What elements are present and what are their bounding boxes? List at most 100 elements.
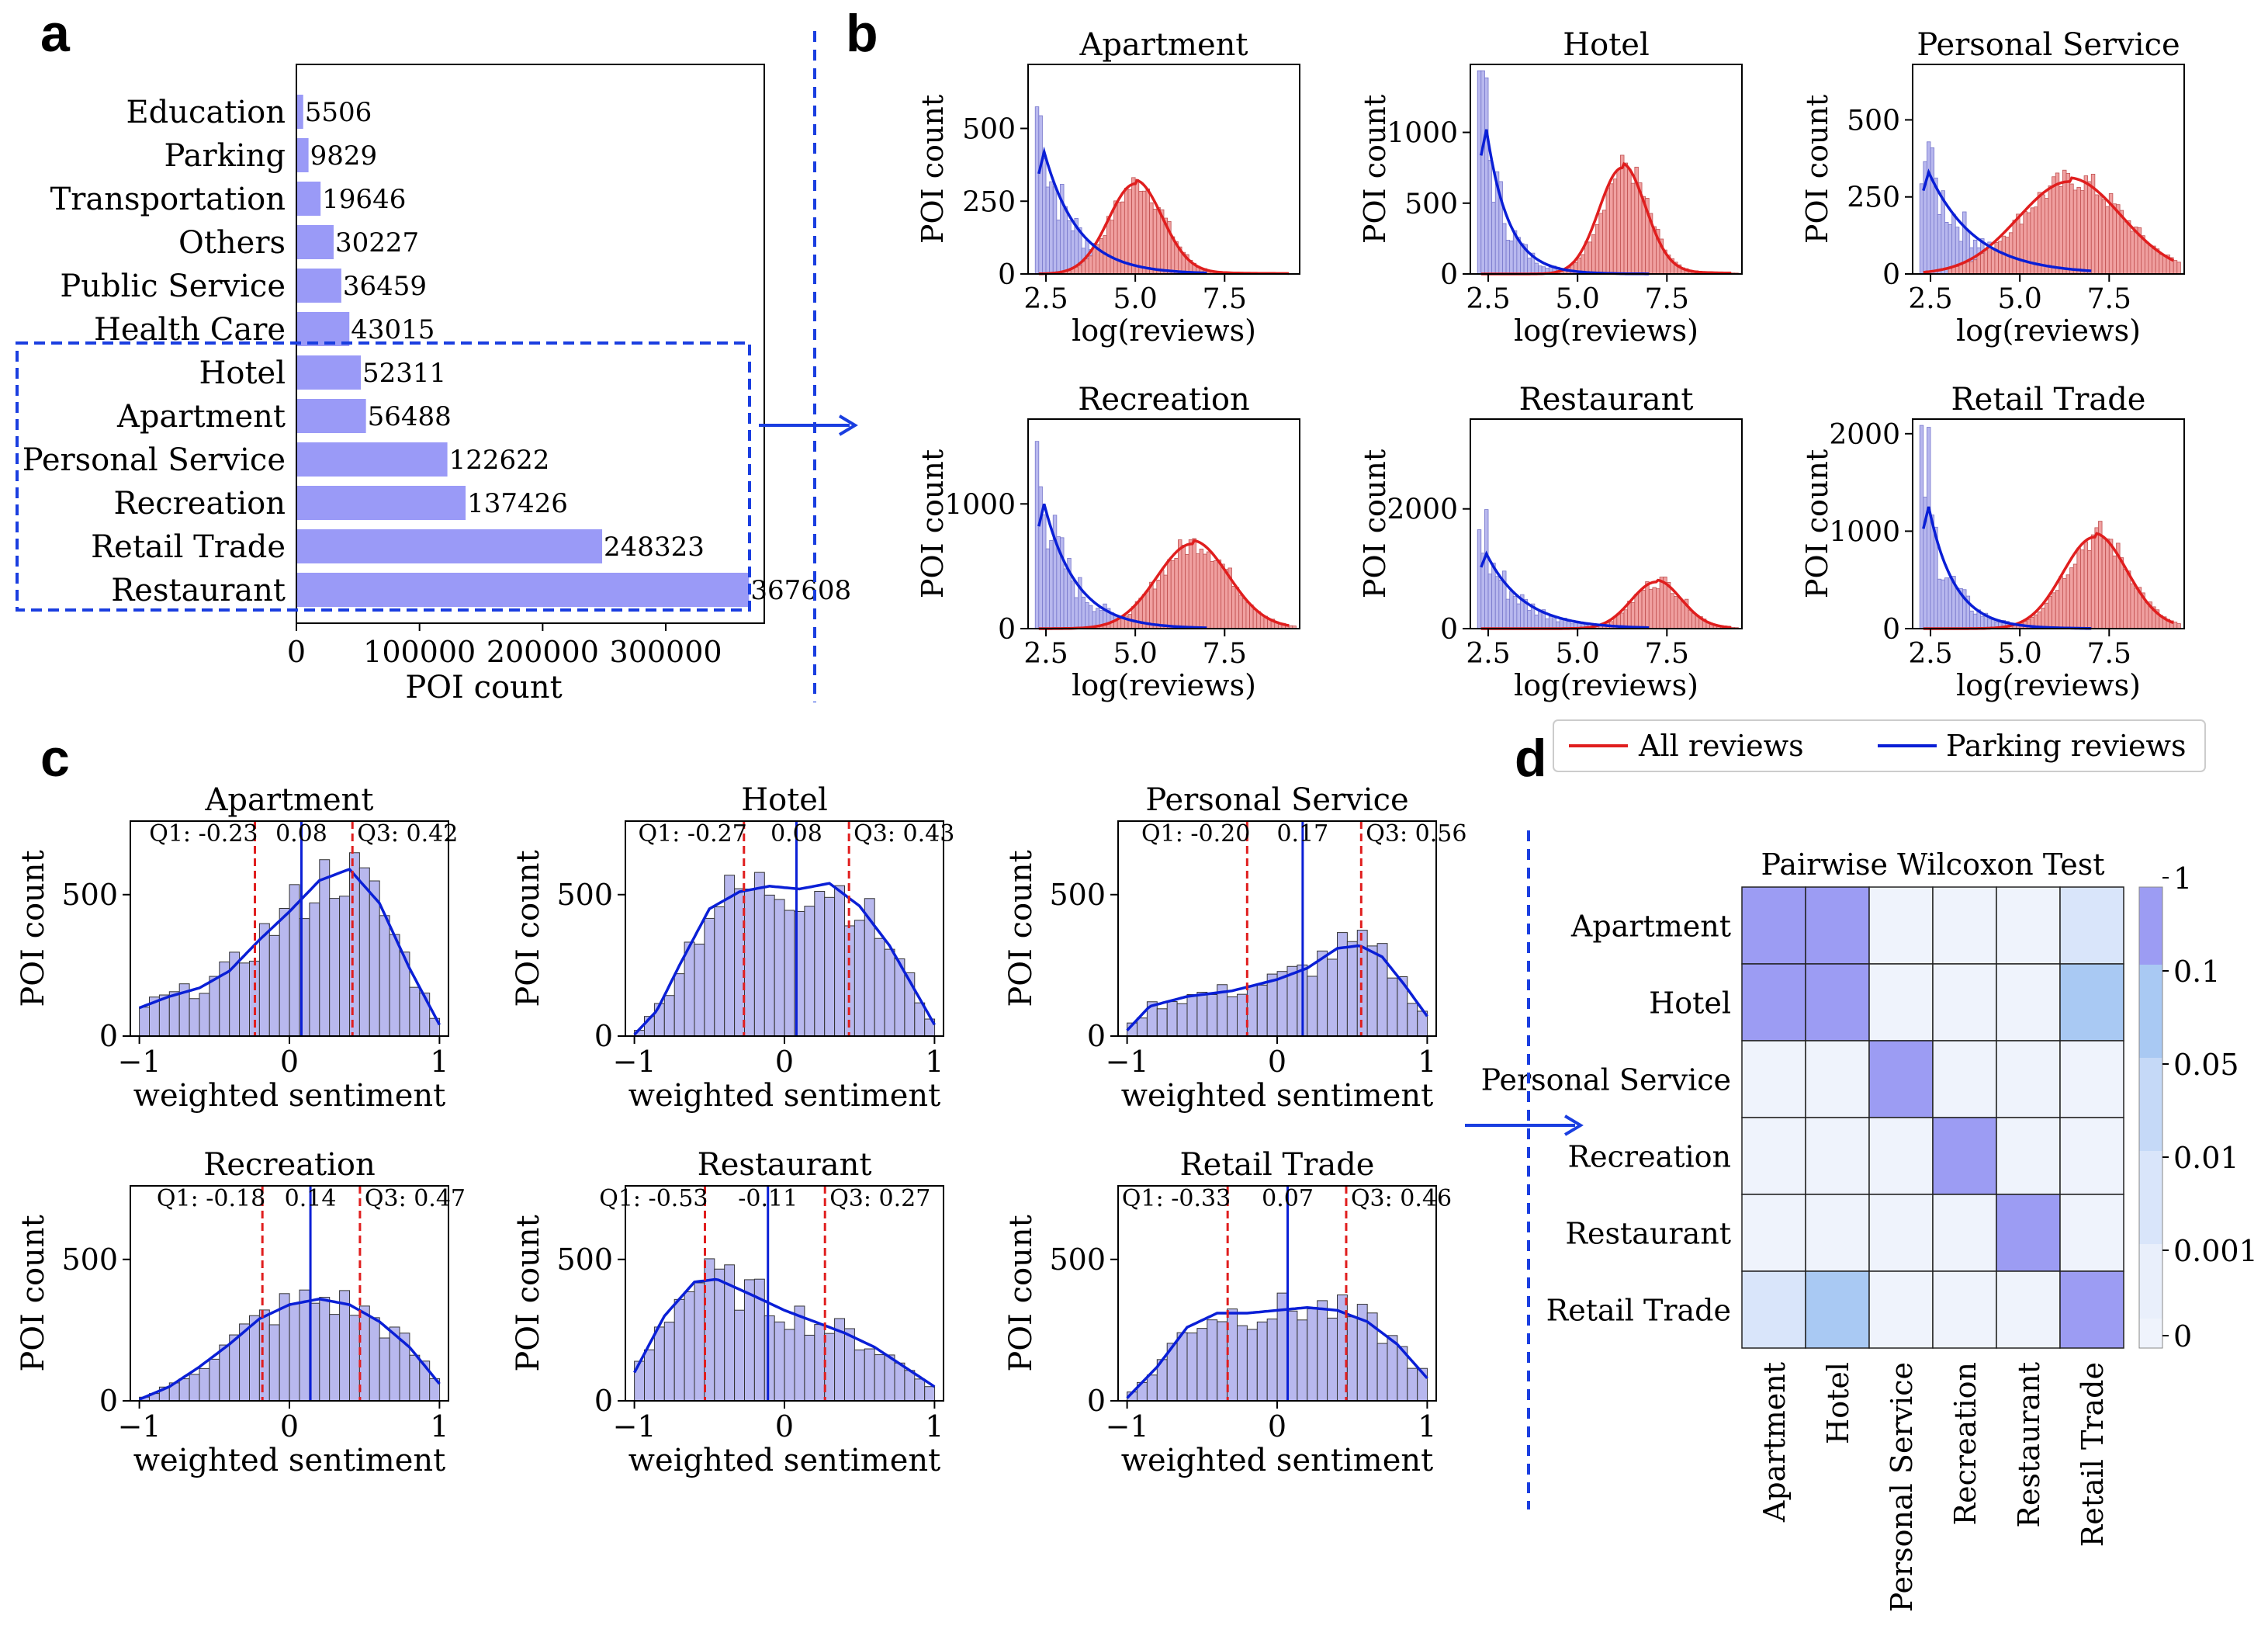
all-hist-bar	[1591, 234, 1596, 275]
kde-line	[1126, 944, 1428, 1031]
all-hist-bar	[2019, 224, 2024, 275]
hist-bar	[694, 1282, 705, 1402]
subplot-restaurant: 2.5 5.0 7.5 0 2000 Restaurant log(reviews) POI …	[1358, 382, 1743, 702]
x-tick-label: 5.0	[1556, 283, 1600, 315]
x-tick-label: 1	[925, 1409, 944, 1444]
all-hist-bar	[2098, 195, 2103, 275]
x-tick-label: 2.5	[1908, 638, 1952, 670]
hist-bar	[1207, 993, 1218, 1037]
y-axis-label: POI count	[1003, 1215, 1039, 1371]
x-axis-label: log(reviews)	[1514, 314, 1698, 348]
col-label: Apartment	[1757, 1362, 1792, 1523]
all-hist-bar	[1221, 563, 1225, 629]
x-tick-label: 7.5	[2087, 638, 2131, 670]
x-tick-label: 0	[775, 1409, 794, 1444]
category-label: Restaurant	[111, 573, 286, 608]
y-axis-label: POI count	[916, 95, 950, 244]
parking-hist-bar	[1477, 70, 1482, 275]
y-axis-label: POI count	[1800, 449, 1834, 598]
hist-bar	[268, 934, 280, 1037]
colorbar-tick-label: 0.1	[2173, 955, 2220, 989]
q3-label: Q3: 0.47	[365, 1185, 466, 1212]
all-hist-bar	[1163, 574, 1169, 629]
hist-bar	[309, 902, 320, 1037]
all-hist-bar	[2052, 592, 2056, 629]
all-hist-bar	[1656, 588, 1660, 629]
parking-hist-bar	[1545, 618, 1550, 629]
subplot-recreation: 2.5 5.0 7.5 0 1000 Recreation log(reviews) POI …	[916, 382, 1300, 702]
hist-bar	[914, 1002, 926, 1037]
parking-hist-bar	[1484, 77, 1489, 275]
hist-bar	[329, 898, 341, 1037]
all-hist-bar	[1605, 187, 1611, 275]
panel-a-bar-chart: 5506 Education 9829 Parking 19646 Transportat…	[16, 64, 851, 705]
subplot-title: Personal Service	[1145, 782, 1408, 818]
heatmap-cell	[2059, 1117, 2124, 1195]
median-label: -0.11	[738, 1185, 798, 1212]
x-tick-label: 1	[1418, 1045, 1436, 1079]
kde-all-reviews	[1923, 176, 2175, 274]
parking-hist-bar	[1052, 186, 1058, 275]
subplot-restaurant: Q1: -0.53 -0.11 Q3: 0.27−1 0 10500Restaurant…	[511, 1147, 944, 1478]
parking-hist-bar	[1085, 602, 1089, 629]
panel-d-heatmap: Pairwise Wilcoxon Test Apartment Hotel Pers…	[1481, 847, 2258, 1612]
hist-bar	[1346, 941, 1358, 1037]
hist-bar	[1186, 1333, 1198, 1402]
heatmap-cell	[2059, 1270, 2124, 1349]
subplot-title: Hotel	[1563, 27, 1650, 63]
hist-bar	[1196, 1328, 1208, 1402]
hist-bar	[389, 934, 400, 1037]
y-tick-label: 1000	[944, 489, 1016, 521]
hist-bar	[1307, 976, 1318, 1037]
all-hist-bar	[2101, 538, 2107, 629]
all-hist-bar	[1092, 246, 1096, 275]
heatmap-cell	[1932, 1194, 1997, 1272]
hist-bar	[924, 1386, 936, 1402]
all-hist-bar	[2052, 176, 2056, 275]
hist-bar	[178, 1378, 190, 1402]
heatmap-cell	[1805, 1117, 1870, 1195]
kde-parking-reviews	[1922, 168, 2092, 272]
hist-bar	[814, 1324, 826, 1402]
q3-label: Q3: 0.27	[829, 1185, 930, 1212]
x-tick-label: 2.5	[1908, 283, 1952, 315]
hist-bar	[1156, 1008, 1168, 1037]
hist-bar	[1297, 1319, 1308, 1402]
y-tick-label: 0	[998, 259, 1016, 291]
parking-hist-bar	[1512, 596, 1518, 629]
all-hist-bar	[1170, 560, 1176, 629]
all-hist-bar	[1601, 210, 1607, 275]
x-tick-label: 1	[430, 1409, 448, 1444]
y-tick-label: 250	[1847, 182, 1900, 214]
all-hist-bar	[2055, 590, 2060, 629]
all-hist-bar	[2059, 576, 2063, 629]
parking-hist-bar	[1948, 577, 1953, 629]
hist-bar	[804, 906, 815, 1037]
parking-hist-bar	[1972, 613, 1978, 629]
hist-bar	[734, 1309, 745, 1402]
y-tick-label: 0	[99, 1019, 118, 1053]
kde-line	[633, 882, 936, 1036]
all-hist-bar	[1224, 569, 1229, 629]
hist-bar	[1286, 965, 1298, 1037]
all-hist-bar	[2076, 547, 2081, 629]
heatmap-cell	[1805, 963, 1870, 1042]
all-hist-bar	[2112, 555, 2117, 629]
plot-frame	[1912, 418, 2185, 629]
heatmap-cell	[2059, 1040, 2124, 1118]
y-tick-label: 0	[1882, 614, 1900, 646]
all-hist-bar	[2048, 596, 2053, 629]
x-tick-label: 1	[430, 1045, 448, 1079]
parking-hist-bar	[1559, 619, 1564, 629]
all-hist-bar	[1078, 265, 1082, 275]
all-hist-bar	[1609, 183, 1614, 275]
row-label: Retail Trade	[1546, 1294, 1731, 1328]
parking-hist-bar	[1484, 509, 1489, 629]
x-axis-label: weighted sentiment	[1121, 1443, 1433, 1478]
y-tick-label: 0	[1882, 259, 1900, 291]
y-tick-label: 500	[1404, 189, 1458, 220]
all-hist-bar	[2105, 206, 2110, 275]
row-label: Restaurant	[1565, 1217, 1731, 1251]
hist-bar	[1266, 1319, 1278, 1402]
hist-bar	[1317, 1300, 1328, 1402]
